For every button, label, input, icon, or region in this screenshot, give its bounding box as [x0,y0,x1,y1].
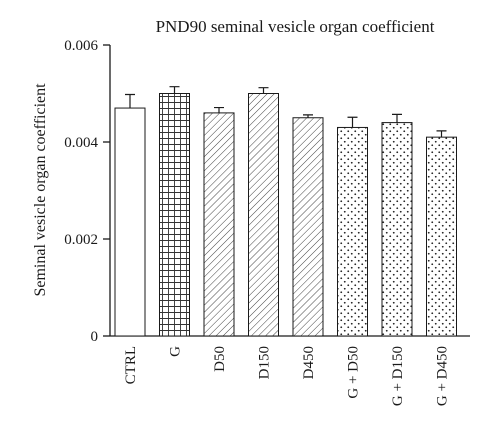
error-bar [214,106,224,113]
error-bar [303,114,313,118]
bar-d50 [203,112,235,337]
x-tick-label: G + D50 [346,346,362,399]
category-labels: CTRL G D50 D150 D450 G + D50 G + D150 G + D450 [123,346,451,406]
y-tick-label: 0 [91,329,99,345]
chart-title: PND90 seminal vesicle organ coefficient [156,17,435,36]
error-bar [125,93,135,109]
y-tick-label: 0.006 [64,38,98,54]
error-bar [392,113,402,123]
bar-ctrl [114,107,146,337]
error-bar [258,87,269,94]
bar-g-d450 [426,136,457,337]
y-axis-label: Seminal vesicle organ coefficient [32,83,49,297]
error-bar [169,86,180,94]
x-tick-label: D150 [257,346,273,379]
bar-g [159,93,190,337]
x-tick-label: CTRL [123,346,139,384]
bars [114,86,457,337]
x-tick-label: G [168,346,184,357]
x-tick-label: D50 [212,346,228,372]
y-ticks: 0 0.002 0.004 0.006 [64,38,110,345]
y-tick-label: 0.002 [64,232,98,248]
x-tick-label: G + D150 [390,346,406,406]
bar-g-d150 [381,122,413,337]
error-bar [436,130,447,138]
x-tick-label: G + D450 [435,346,451,406]
bar-g-d50 [337,126,368,337]
x-tick-label: D450 [301,346,317,379]
bar-d150 [248,93,279,337]
y-tick-label: 0.004 [64,135,98,151]
error-bar [347,116,358,128]
bar-d450 [292,117,324,337]
